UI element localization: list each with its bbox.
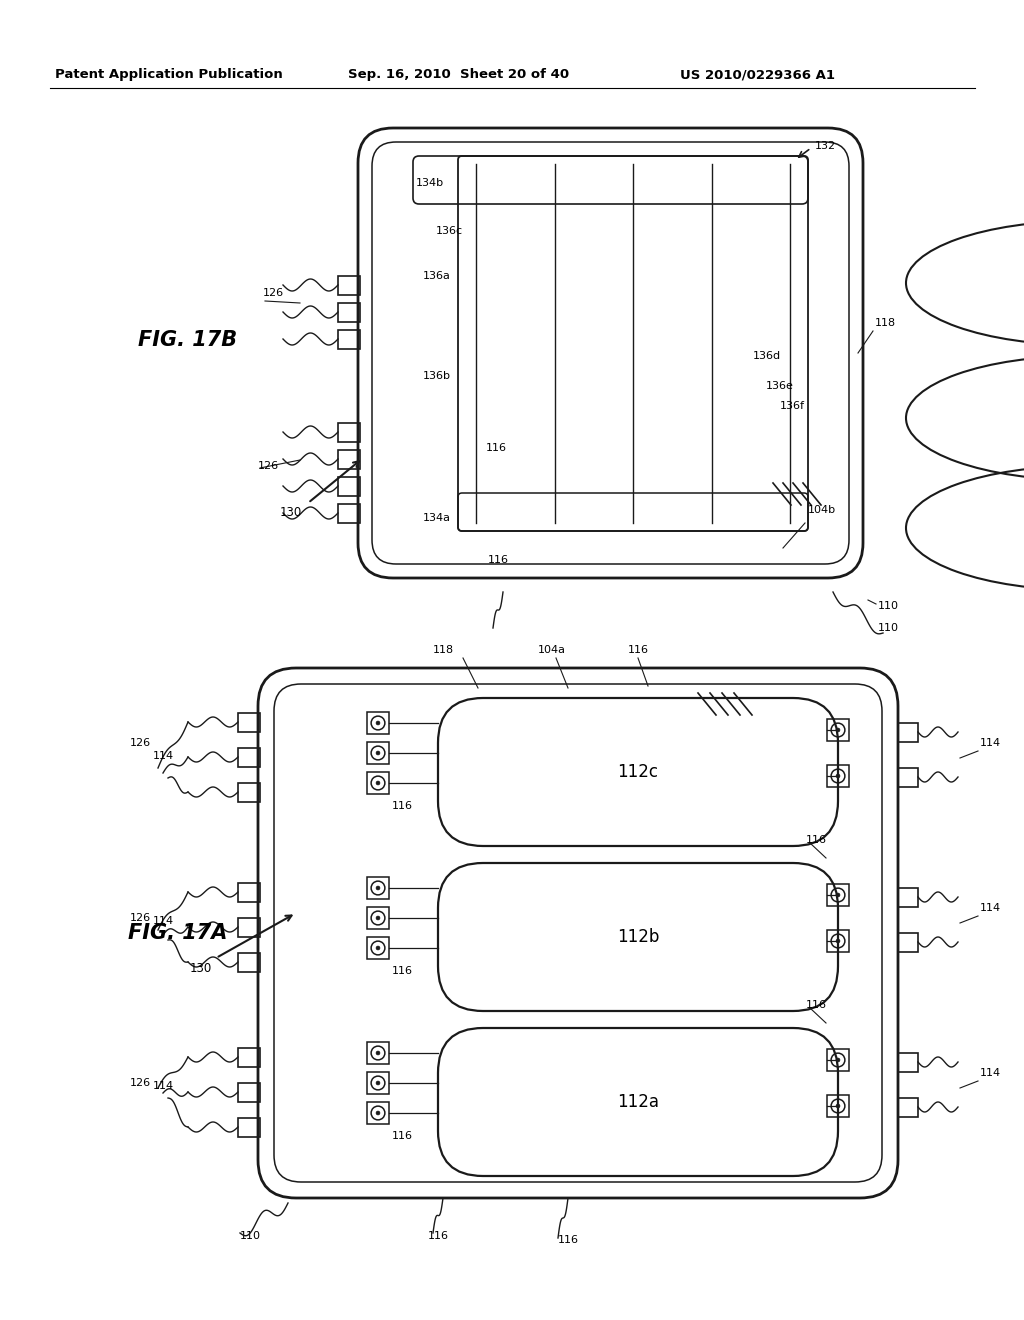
Text: 134a: 134a <box>423 513 451 523</box>
Text: 116: 116 <box>488 554 509 565</box>
Text: 114: 114 <box>980 1068 1001 1078</box>
Text: 116: 116 <box>392 966 413 975</box>
Text: Sep. 16, 2010  Sheet 20 of 40: Sep. 16, 2010 Sheet 20 of 40 <box>348 69 569 81</box>
Circle shape <box>376 1081 380 1085</box>
Text: 134b: 134b <box>416 178 444 187</box>
Bar <box>338 304 360 322</box>
Bar <box>367 1102 389 1125</box>
Text: 114: 114 <box>153 1081 174 1092</box>
Bar <box>898 1053 918 1072</box>
Bar <box>338 330 360 348</box>
Bar <box>238 917 260 937</box>
Bar <box>238 953 260 972</box>
Bar <box>367 937 389 960</box>
Bar <box>898 888 918 907</box>
Text: 112a: 112a <box>617 1093 659 1111</box>
Circle shape <box>837 729 840 731</box>
Circle shape <box>837 1104 840 1107</box>
Text: 116: 116 <box>428 1232 449 1241</box>
Bar <box>338 477 360 496</box>
Text: 114: 114 <box>980 738 1001 748</box>
Text: 126: 126 <box>263 288 284 298</box>
Bar <box>827 719 849 741</box>
Text: 132: 132 <box>815 141 837 150</box>
Bar <box>367 772 389 795</box>
Text: 136a: 136a <box>423 271 451 281</box>
Bar <box>238 1082 260 1102</box>
Bar <box>338 276 360 294</box>
Circle shape <box>376 1051 380 1055</box>
Circle shape <box>376 916 380 920</box>
Text: 136b: 136b <box>423 371 451 381</box>
Circle shape <box>837 939 840 942</box>
Text: FIG. 17A: FIG. 17A <box>128 923 227 942</box>
Bar <box>827 1096 849 1117</box>
Bar <box>238 713 260 733</box>
Text: 110: 110 <box>878 623 899 634</box>
Bar <box>338 450 360 469</box>
Text: 110: 110 <box>878 601 899 611</box>
Text: 116: 116 <box>392 1131 413 1140</box>
Bar <box>238 748 260 767</box>
Bar <box>898 933 918 952</box>
Bar <box>827 1049 849 1071</box>
Text: 114: 114 <box>980 903 1001 913</box>
Bar <box>827 884 849 906</box>
Bar <box>238 1048 260 1067</box>
Bar <box>367 1072 389 1094</box>
Bar <box>898 723 918 742</box>
Circle shape <box>376 886 380 890</box>
Circle shape <box>376 1111 380 1115</box>
Text: US 2010/0229366 A1: US 2010/0229366 A1 <box>680 69 835 81</box>
Text: 136c: 136c <box>436 226 463 236</box>
Text: 126: 126 <box>130 1078 152 1088</box>
Circle shape <box>837 774 840 777</box>
Bar <box>367 711 389 734</box>
Bar <box>367 1041 389 1064</box>
Text: 116: 116 <box>392 801 413 810</box>
Text: 118: 118 <box>433 645 454 655</box>
Text: 104b: 104b <box>808 506 837 515</box>
Bar <box>338 504 360 523</box>
Text: 116: 116 <box>628 645 649 655</box>
Text: FIG. 17B: FIG. 17B <box>138 330 238 350</box>
Text: 112c: 112c <box>617 763 658 781</box>
Bar <box>827 931 849 952</box>
Text: 136f: 136f <box>780 401 805 411</box>
Text: 126: 126 <box>258 461 280 471</box>
Bar <box>238 883 260 902</box>
Text: 116: 116 <box>558 1236 579 1245</box>
Bar <box>827 766 849 787</box>
Text: 114: 114 <box>153 916 174 927</box>
Bar <box>367 742 389 764</box>
Text: Patent Application Publication: Patent Application Publication <box>55 69 283 81</box>
Text: 126: 126 <box>130 913 152 923</box>
Text: 104a: 104a <box>538 645 566 655</box>
Text: 116: 116 <box>806 1001 827 1010</box>
Bar <box>898 1098 918 1117</box>
Text: 136e: 136e <box>766 381 794 391</box>
Bar <box>898 768 918 787</box>
Text: 130: 130 <box>280 507 302 520</box>
Text: 130: 130 <box>190 961 212 974</box>
Bar <box>238 783 260 803</box>
Text: 110: 110 <box>240 1232 261 1241</box>
Text: 116: 116 <box>486 444 507 453</box>
Text: 136d: 136d <box>753 351 781 360</box>
Text: 112b: 112b <box>616 928 659 946</box>
Circle shape <box>376 751 380 755</box>
Bar <box>367 907 389 929</box>
Circle shape <box>376 721 380 725</box>
Bar <box>338 422 360 442</box>
Circle shape <box>837 1059 840 1061</box>
Text: 126: 126 <box>130 738 152 748</box>
Bar <box>367 876 389 899</box>
Text: 118: 118 <box>874 318 896 327</box>
Circle shape <box>376 946 380 950</box>
Bar <box>238 1118 260 1137</box>
Circle shape <box>376 781 380 785</box>
Text: 116: 116 <box>806 836 827 845</box>
Circle shape <box>837 894 840 896</box>
Text: 114: 114 <box>153 751 174 762</box>
